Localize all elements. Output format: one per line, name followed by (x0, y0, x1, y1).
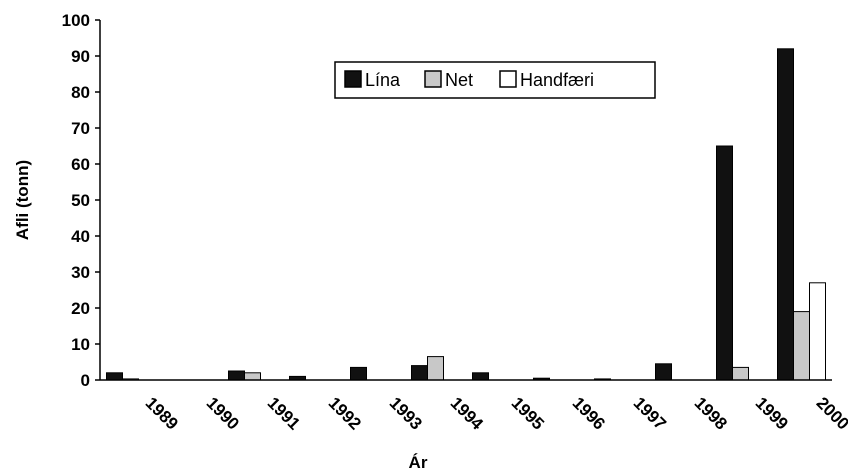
y-tick-label: 90 (71, 47, 90, 66)
x-tick-label: 1994 (447, 393, 488, 434)
legend-label: Lína (365, 70, 401, 90)
legend-swatch (499, 70, 517, 88)
x-tick-label: 1989 (142, 393, 182, 433)
y-tick-label: 0 (81, 371, 90, 390)
x-tick-label: 1999 (752, 393, 792, 433)
bar (411, 365, 428, 381)
legend-swatch (344, 70, 362, 88)
y-tick-label: 50 (71, 191, 90, 210)
x-tick-label: 1990 (203, 393, 243, 433)
bar (106, 372, 123, 381)
y-tick-label: 70 (71, 119, 90, 138)
y-tick-label: 20 (71, 299, 90, 318)
bar (350, 366, 367, 381)
legend-label: Net (445, 70, 473, 90)
bar (244, 372, 261, 381)
y-tick-label: 10 (71, 335, 90, 354)
x-tick-label: 1995 (508, 393, 548, 433)
x-tick-label: 1996 (569, 393, 609, 433)
x-tick-label: 1993 (386, 393, 426, 433)
bar (732, 366, 749, 381)
bar (228, 370, 245, 381)
y-tick-label: 60 (71, 155, 90, 174)
bar (777, 48, 794, 381)
legend-box (334, 61, 656, 99)
x-tick-label: 1992 (325, 393, 365, 433)
y-tick-label: 30 (71, 263, 90, 282)
bar (655, 363, 672, 381)
x-tick-label: 1997 (630, 393, 670, 433)
y-tick-label: 100 (62, 11, 90, 30)
x-tick-label: 1991 (264, 393, 304, 433)
legend-swatch (424, 70, 442, 88)
bar (427, 356, 444, 381)
y-axis-title: Afli (tonn) (13, 160, 32, 240)
x-tick-label: 2000 (813, 393, 848, 433)
y-tick-label: 80 (71, 83, 90, 102)
y-tick-label: 40 (71, 227, 90, 246)
bar (716, 145, 733, 381)
x-tick-label: 1998 (691, 393, 731, 433)
bar (793, 311, 810, 381)
legend-label: Handfæri (520, 70, 594, 90)
bar (472, 372, 489, 381)
bar (809, 282, 826, 381)
x-axis-title: Ár (409, 453, 428, 472)
